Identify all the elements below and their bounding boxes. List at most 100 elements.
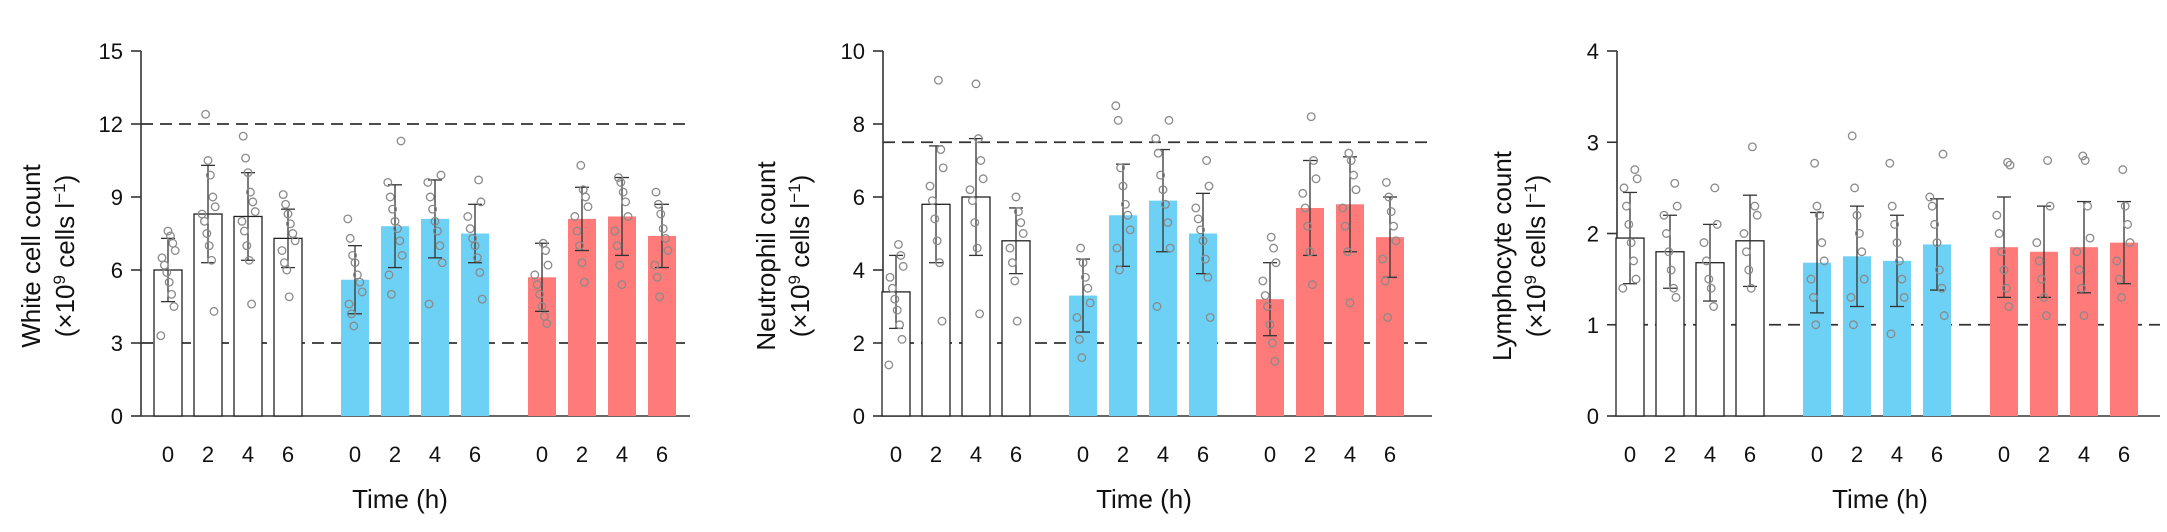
data-point	[1152, 302, 1162, 311]
data-point	[1018, 229, 1028, 238]
data-point	[1812, 201, 1822, 211]
data-point	[2003, 157, 2013, 167]
data-point	[2085, 233, 2095, 243]
data-point	[238, 131, 248, 141]
data-point	[168, 238, 178, 248]
data-point	[1670, 178, 1680, 188]
data-point	[1153, 148, 1163, 158]
y-tick-label: 15	[99, 39, 123, 64]
data-point	[1263, 302, 1273, 311]
data-point	[1340, 221, 1350, 231]
data-point	[1746, 283, 1756, 293]
data-point	[1814, 210, 1824, 220]
data-point	[1080, 272, 1090, 282]
data-point	[397, 250, 407, 260]
data-point	[165, 231, 175, 241]
data-point	[1997, 247, 2007, 257]
data-point	[1664, 247, 1674, 257]
data-point	[1191, 203, 1201, 213]
y-tick-label: 4	[853, 258, 865, 283]
x-tick-label: 2	[389, 442, 401, 467]
data-point	[1013, 207, 1023, 217]
y-tick-label: 1	[1587, 313, 1599, 338]
data-point	[2117, 292, 2127, 302]
data-point	[1846, 292, 1856, 302]
data-point	[247, 299, 257, 309]
data-point	[424, 299, 434, 309]
data-point	[661, 233, 671, 243]
data-point	[2114, 274, 2124, 284]
data-point	[1630, 165, 1640, 175]
data-point	[202, 229, 212, 238]
data-point	[543, 260, 553, 270]
data-point	[1012, 316, 1022, 326]
data-point	[927, 196, 937, 206]
data-point	[1632, 174, 1642, 184]
data-point	[210, 202, 220, 212]
data-point	[284, 292, 294, 302]
data-point	[386, 289, 396, 299]
data-point	[156, 331, 166, 341]
data-point	[656, 209, 666, 219]
data-point	[1672, 201, 1682, 211]
data-point	[897, 334, 907, 344]
data-point	[2077, 283, 2087, 293]
y-tick-label: 8	[853, 112, 865, 137]
data-point	[890, 294, 900, 304]
data-point	[2004, 302, 2014, 311]
data-point	[1165, 243, 1175, 253]
data-point	[1198, 236, 1208, 246]
data-point	[1939, 311, 1949, 321]
data-point	[541, 246, 551, 255]
data-point	[388, 204, 398, 214]
data-point	[1116, 163, 1126, 173]
data-point	[1076, 243, 1086, 253]
x-tick-label: 4	[242, 442, 254, 467]
data-point	[1016, 218, 1026, 227]
data-point	[170, 246, 180, 255]
data-point	[577, 258, 587, 268]
y-axis-title-line2: (×109 cells l−1)	[785, 175, 815, 338]
data-point	[2034, 256, 2044, 266]
y-tick-label: 0	[853, 404, 865, 429]
data-point	[1710, 183, 1720, 193]
data-point	[1618, 283, 1628, 293]
data-point	[277, 246, 287, 255]
data-point	[1163, 218, 1173, 227]
y-tick-label: 2	[853, 331, 865, 356]
data-point	[241, 153, 251, 163]
x-tick-label: 2	[1117, 442, 1129, 467]
bar	[1615, 237, 1645, 417]
data-point	[930, 214, 940, 224]
data-point	[169, 302, 179, 311]
data-point	[2043, 156, 2053, 165]
y-axis-title-line2: (×109 cells l−1)	[50, 175, 80, 338]
data-point	[1999, 265, 2009, 275]
data-point	[532, 280, 542, 290]
data-point	[1305, 247, 1315, 257]
data-point	[283, 209, 293, 219]
data-point	[1007, 258, 1017, 268]
data-point	[2041, 311, 2051, 321]
data-point	[1629, 256, 1639, 266]
data-point	[938, 163, 948, 173]
x-tick-label: 2	[1664, 442, 1676, 467]
data-point	[279, 258, 289, 268]
data-point	[343, 214, 353, 224]
data-point	[2118, 165, 2128, 175]
data-point	[1389, 221, 1399, 231]
data-point	[1817, 238, 1827, 248]
data-point	[612, 241, 622, 251]
x-tick-label: 2	[202, 442, 214, 467]
data-point	[1854, 229, 1864, 238]
data-point	[1699, 238, 1709, 248]
data-point	[384, 270, 394, 280]
data-point	[1349, 170, 1359, 180]
data-point	[2112, 256, 2122, 266]
data-point	[967, 196, 977, 206]
data-point	[477, 294, 487, 304]
data-point	[1344, 148, 1354, 158]
data-point	[1381, 177, 1391, 187]
data-point	[383, 177, 393, 187]
